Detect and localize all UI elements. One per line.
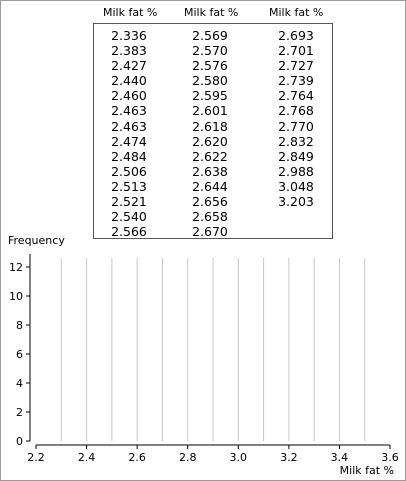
column-header-3: Milk fat % bbox=[269, 6, 324, 19]
y-tick-label: 12 bbox=[9, 261, 23, 274]
table-cell: 2.656 bbox=[192, 194, 228, 210]
table-cell: 2.513 bbox=[111, 178, 147, 194]
table-cell: 2.768 bbox=[278, 103, 314, 119]
y-axis-label: Frequency bbox=[8, 234, 65, 247]
table-cell: 2.540 bbox=[111, 209, 147, 225]
table-cell: 2.727 bbox=[278, 58, 314, 74]
table-cell: 2.618 bbox=[192, 118, 228, 134]
table-cell: 2.580 bbox=[192, 73, 228, 89]
column-header-2: Milk fat % bbox=[184, 6, 239, 19]
y-tick-label: 10 bbox=[9, 290, 23, 303]
table-cell: 2.460 bbox=[111, 88, 147, 104]
table-cell: 2.427 bbox=[111, 58, 147, 74]
y-tick-label: 0 bbox=[16, 435, 23, 448]
table-cell: 2.521 bbox=[111, 194, 147, 210]
column-header-1: Milk fat % bbox=[103, 6, 158, 19]
table-cell: 2.601 bbox=[192, 103, 228, 119]
x-tick-label: 3.2 bbox=[280, 451, 298, 464]
table-cell: 2.849 bbox=[278, 148, 314, 164]
y-tick-label: 2 bbox=[16, 406, 23, 419]
x-tick-label: 3.6 bbox=[381, 451, 399, 464]
table-cell: 2.383 bbox=[111, 43, 147, 59]
table-cell: 2.569 bbox=[192, 28, 228, 43]
table-cell: 2.474 bbox=[111, 133, 147, 149]
x-tick-label: 2.2 bbox=[27, 451, 45, 464]
y-tick-label: 4 bbox=[16, 377, 23, 390]
table-cell: 2.658 bbox=[192, 209, 228, 225]
table-cell: 2.336 bbox=[111, 28, 147, 43]
x-tick-label: 3.4 bbox=[331, 451, 349, 464]
table-cell: 2.701 bbox=[278, 43, 314, 59]
table-cell: 2.440 bbox=[111, 73, 147, 89]
table-cell: 2.566 bbox=[111, 224, 147, 240]
table-column-1: 2.336 2.383 2.427 2.440 2.460 2.463 2.463 2.474… bbox=[99, 28, 159, 239]
x-tick-label: 2.6 bbox=[128, 451, 146, 464]
table-cell: 2.595 bbox=[192, 88, 228, 104]
table-cell: 2.739 bbox=[278, 73, 314, 89]
x-axis-label: Milk fat % bbox=[340, 464, 394, 477]
table-cell: 2.506 bbox=[111, 163, 147, 179]
table-cell: 3.048 bbox=[278, 178, 314, 194]
y-tick-label: 8 bbox=[16, 319, 23, 332]
histogram-chart: Frequency 0 2 4 6 8 10 12 2.2 2.4 2.6 2.8 3.0 3.2 3.… bbox=[8, 234, 399, 477]
x-tick-label: 2.8 bbox=[179, 451, 197, 464]
table-cell: 2.644 bbox=[192, 178, 228, 194]
table-cell: 2.770 bbox=[278, 118, 314, 134]
y-ticks: 0 2 4 6 8 10 12 bbox=[9, 261, 30, 448]
table-cell: 2.832 bbox=[278, 133, 314, 149]
table-cell: 2.463 bbox=[111, 103, 147, 119]
y-tick-label: 6 bbox=[16, 348, 23, 361]
table-cell: 2.570 bbox=[192, 43, 228, 59]
table-cell: 2.484 bbox=[111, 148, 147, 164]
table-cell: 2.463 bbox=[111, 118, 147, 134]
x-ticks: 2.2 2.4 2.6 2.8 3.0 3.2 3.4 3.6 bbox=[27, 445, 399, 464]
data-table bbox=[93, 23, 333, 239]
gridlines bbox=[60, 258, 366, 441]
table-cell: 2.988 bbox=[278, 163, 314, 179]
table-cell: 2.620 bbox=[192, 133, 228, 149]
table-cell: 3.203 bbox=[278, 194, 314, 210]
table-cell: 2.638 bbox=[192, 163, 228, 179]
table-cell: 2.622 bbox=[192, 148, 228, 164]
table-column-2: 2.569 2.570 2.576 2.580 2.595 2.601 2.618 2.620… bbox=[180, 28, 240, 239]
table-cell: 2.576 bbox=[192, 58, 228, 74]
x-tick-label: 3.0 bbox=[230, 451, 248, 464]
table-cell: 2.693 bbox=[278, 28, 314, 43]
table-column-3: 2.693 2.701 2.727 2.739 2.764 2.768 2.770 2.832… bbox=[266, 28, 326, 209]
table-cell: 2.670 bbox=[192, 224, 228, 240]
x-tick-label: 2.4 bbox=[78, 451, 96, 464]
table-cell: 2.764 bbox=[278, 88, 314, 104]
